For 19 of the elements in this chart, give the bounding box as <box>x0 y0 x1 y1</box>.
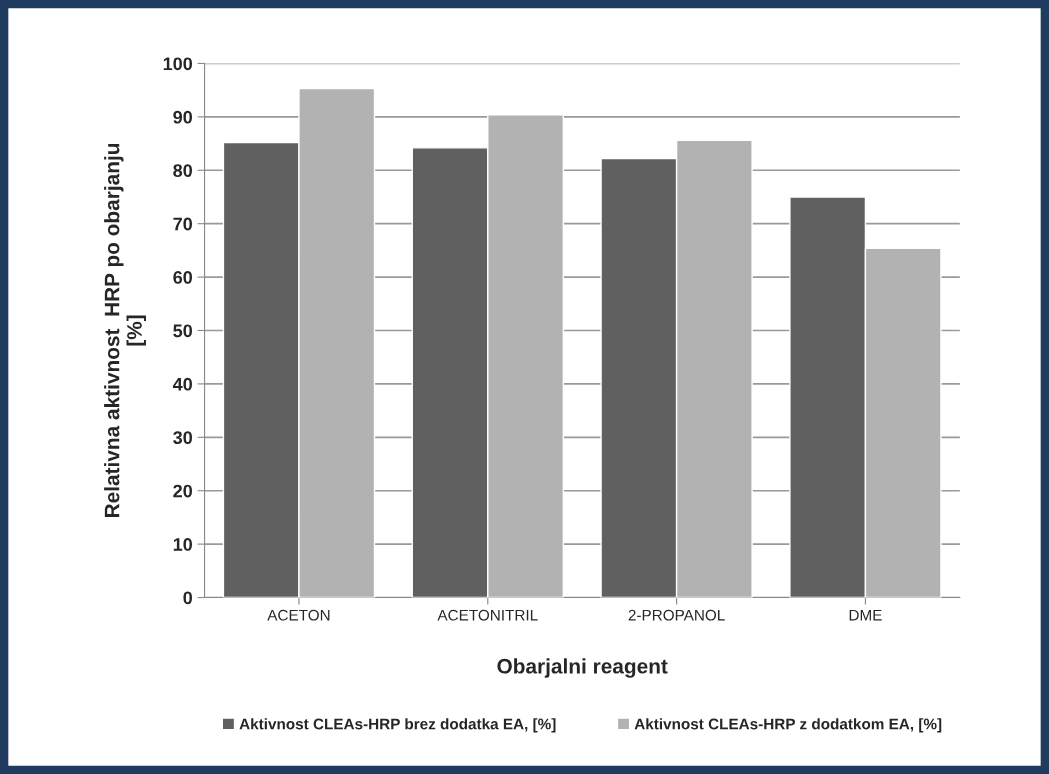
x-tick-label: 2-PROPANOL <box>628 609 725 621</box>
legend-label: Aktivnost CLEAs-HRP brez dodatka EA, [%] <box>239 718 556 733</box>
x-tick-label: ACETONITRIL <box>437 609 538 621</box>
y-tick-label: 80 <box>173 164 193 177</box>
x-tick-label: DME <box>849 609 882 621</box>
y-tick-label: 30 <box>173 431 193 445</box>
x-axis-title: Obarjalni reagent <box>497 658 668 678</box>
y-tick-label: 50 <box>173 324 193 338</box>
y-tick-label: 10 <box>173 538 193 551</box>
y-tick-label: 0 <box>183 591 193 605</box>
y-tick-label: 90 <box>173 110 193 124</box>
x-tick-label: ACETON <box>267 609 330 621</box>
y-axis-title: Relativna aktivnost HRP po obarjanju [%] <box>104 143 146 518</box>
y-tick-label: 100 <box>163 57 193 71</box>
y-tick-label: 60 <box>173 271 193 284</box>
legend-label: Aktivnost CLEAs-HRP z dodatkom EA, [%] <box>634 718 942 733</box>
y-tick-label: 70 <box>173 217 193 231</box>
y-tick-label: 40 <box>172 377 193 391</box>
y-tick-label: 20 <box>173 484 193 498</box>
